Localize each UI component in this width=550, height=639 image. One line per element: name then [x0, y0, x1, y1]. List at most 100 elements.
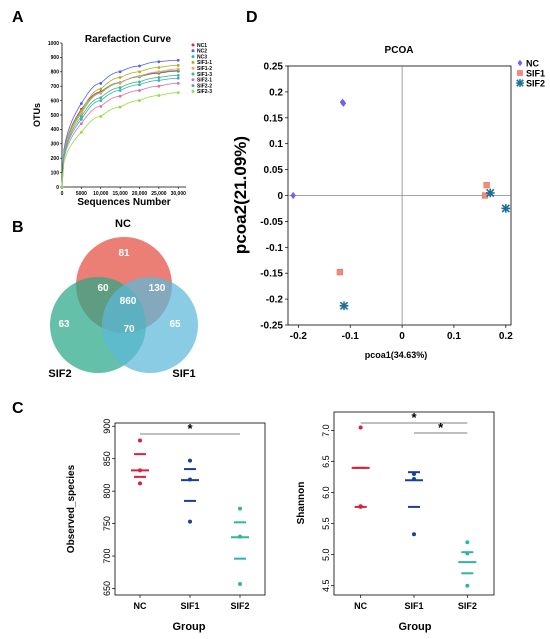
panel-label-b: B — [12, 219, 24, 236]
rarefaction-y-tick-label: 100 — [51, 170, 60, 176]
group-point — [188, 519, 192, 524]
rarefaction-point — [176, 74, 180, 77]
rarefaction-legend-marker — [191, 84, 195, 88]
group-point — [412, 532, 416, 537]
rarefaction-point — [118, 89, 122, 92]
dot-y-tick-label: 5.0 — [321, 548, 331, 561]
dot-x-tick-label: SIF2 — [458, 601, 477, 611]
pcoa-x-tick-label: 0.2 — [499, 331, 513, 342]
rarefaction-y-tick-label: 200 — [51, 156, 60, 162]
pcoa-legend-label: SIF2 — [526, 79, 545, 89]
pcoa-ylabel: pcoa2(21.09%) — [231, 136, 250, 254]
rarefaction-point — [176, 76, 180, 80]
pcoa-point — [339, 301, 349, 311]
rarefaction-point — [138, 99, 141, 102]
rarefaction-x-tick-label: 30,000 — [171, 191, 187, 197]
venn-label-sif1: SIF1 — [172, 368, 195, 380]
venn-circle-sif1 — [102, 277, 198, 373]
pcoa-y-tick-label: -0.15 — [260, 269, 283, 280]
pcoa-point — [485, 188, 495, 198]
rarefaction-legend-label: NC1 — [197, 43, 207, 49]
rarefaction-xlabel: Sequences Number — [77, 197, 170, 208]
rarefaction-x-tick-label: 0 — [61, 191, 64, 197]
group-point — [465, 551, 470, 556]
rarefaction-y-tick-label: 700 — [51, 84, 60, 90]
group-point — [138, 481, 142, 486]
rarefaction-point — [79, 102, 83, 105]
observed-xlabel: Group — [173, 621, 206, 633]
pcoa-point — [336, 269, 343, 276]
rarefaction-y-tick-label: 600 — [51, 98, 60, 104]
venn-count-all: 860 — [120, 296, 137, 307]
pcoa-y-tick-label: 0.15 — [264, 113, 284, 124]
group-point — [188, 477, 192, 482]
observed-plot-frame — [114, 422, 266, 596]
rarefaction-point — [176, 58, 180, 62]
venn-diagram: NC SIF2 SIF1 81 60 130 860 63 70 65 — [48, 218, 198, 380]
pcoa-x-tick-label: 0.1 — [447, 331, 461, 342]
dot-y-tick-label: 6.0 — [321, 486, 331, 499]
rarefaction-x-tick-label: 10,000 — [93, 191, 109, 197]
rarefaction-point — [176, 91, 180, 95]
rarefaction-point — [157, 70, 161, 74]
rarefaction-point — [118, 86, 122, 90]
rarefaction-point — [60, 185, 64, 189]
rarefaction-point — [176, 81, 180, 85]
rarefaction-y-tick-label: 800 — [51, 70, 60, 76]
pcoa-legend-marker — [517, 70, 523, 76]
rarefaction-legend: NC1NC2NC3SIF1-1SIF1-2SIF1-3SIF2-1SIF2-2S… — [191, 43, 212, 95]
dot-y-tick-label: 900 — [102, 419, 112, 434]
pcoa-chart: PCOA pcoa2(21.09%) pcoa1(34.63%) 0.25 0.2… — [231, 45, 545, 360]
rarefaction-ylabel: OTUs — [32, 103, 42, 127]
pcoa-y-tick-label: -0.25 — [260, 321, 283, 332]
rarefaction-point — [157, 94, 161, 97]
significance-star: * — [187, 421, 193, 436]
pcoa-x-tick-label: -0.1 — [342, 331, 360, 342]
rarefaction-point — [157, 79, 161, 82]
rarefaction-point — [157, 84, 161, 88]
pcoa-point — [501, 204, 511, 213]
dot-x-tick-label: NC — [354, 601, 367, 611]
rarefaction-legend-marker — [191, 89, 195, 93]
rarefaction-point — [99, 81, 103, 85]
rarefaction-point — [157, 66, 161, 69]
rarefaction-point — [79, 109, 83, 113]
dot-x-tick-label: SIF1 — [180, 601, 199, 611]
dot-y-tick-label: 800 — [102, 484, 112, 499]
rarefaction-y-tick-label: 1000 — [48, 41, 59, 47]
group-point — [465, 540, 470, 545]
rarefaction-point — [99, 115, 103, 118]
rarefaction-point — [157, 60, 161, 64]
rarefaction-point — [118, 76, 122, 79]
shannon-xlabel: Group — [399, 621, 432, 633]
group-point — [412, 472, 416, 477]
rarefaction-point — [138, 83, 141, 87]
observed-species-chart: Observed_species Group 650 700 750 800 850 90… — [66, 419, 266, 633]
venn-count-sif1-only: 65 — [169, 319, 181, 330]
rarefaction-point — [138, 70, 141, 74]
rarefaction-legend-marker — [191, 66, 195, 70]
pcoa-x-tick-label: 0 — [399, 331, 405, 342]
pcoa-legend-label: NC — [526, 59, 539, 69]
dot-y-tick-label: 750 — [102, 516, 112, 531]
rarefaction-point — [79, 115, 83, 118]
venn-count-sif2-sif1: 70 — [123, 324, 135, 335]
group-point — [238, 534, 242, 539]
rarefaction-point — [79, 112, 83, 115]
rarefaction-legend-marker — [191, 49, 195, 53]
rarefaction-y-tick-label: 900 — [51, 55, 60, 61]
rarefaction-y-tick-label: 500 — [51, 113, 60, 119]
pcoa-y-tick-label: -0.1 — [266, 243, 284, 254]
rarefaction-point — [138, 64, 141, 68]
rarefaction-point — [118, 70, 122, 74]
rarefaction-point — [118, 94, 122, 98]
panel-label-a: A — [12, 9, 24, 26]
rarefaction-legend-marker — [191, 72, 195, 76]
rarefaction-title: Rarefaction Curve — [85, 34, 172, 45]
panel-label-d: D — [246, 9, 258, 26]
group-point — [238, 581, 242, 586]
rarefaction-point — [79, 130, 83, 134]
rarefaction-x-tick-label: 15,000 — [112, 191, 128, 197]
